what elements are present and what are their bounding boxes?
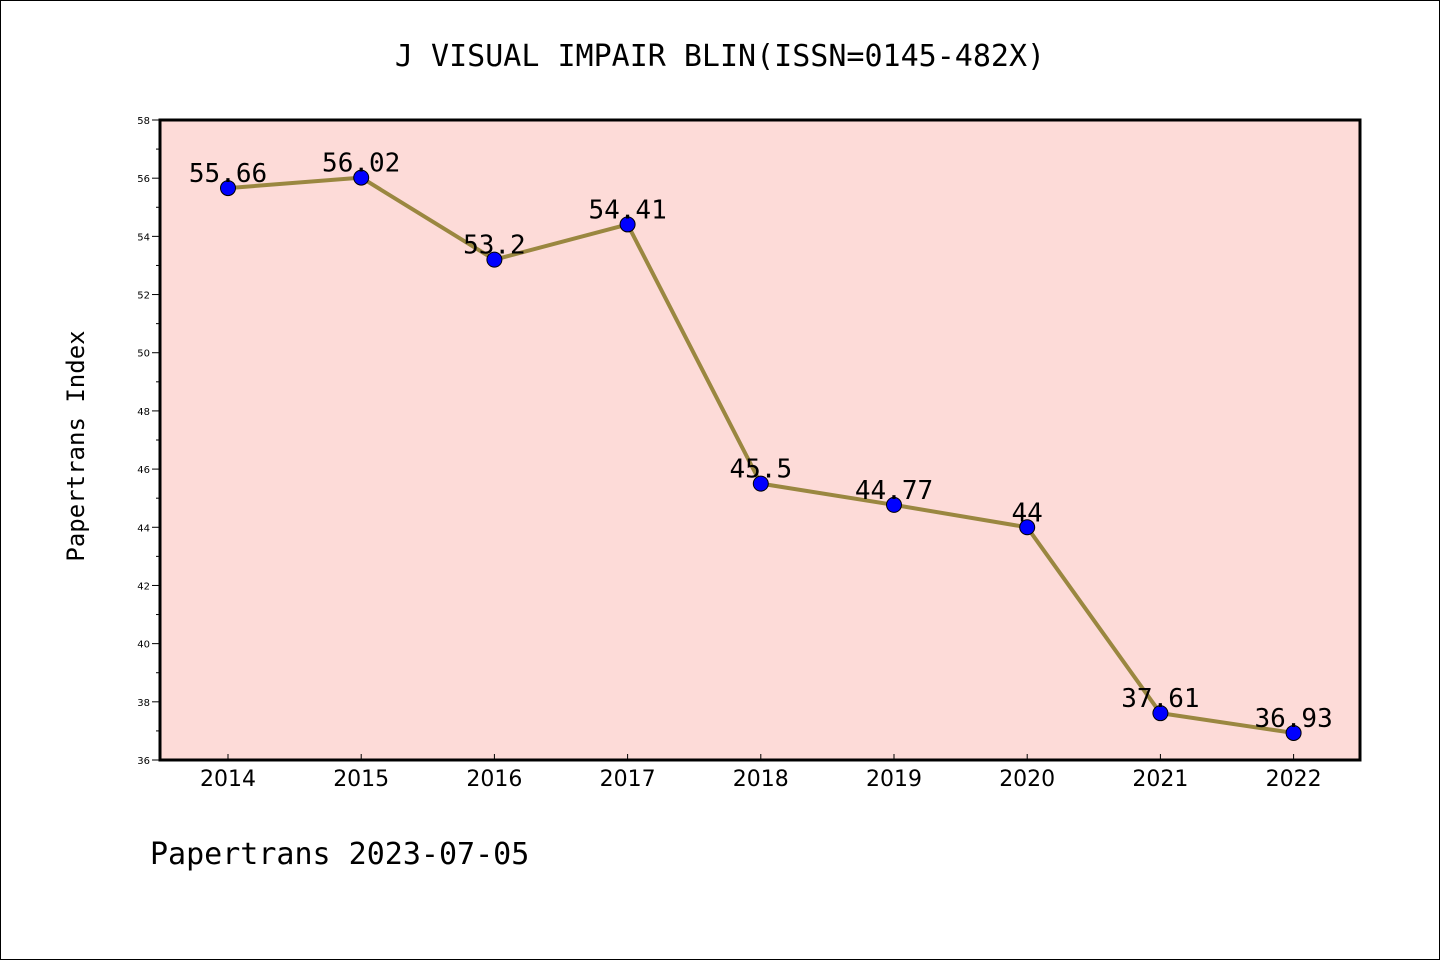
data-label: 55.66 [189, 159, 267, 189]
y-tick-label: 42 [137, 581, 150, 592]
plot-border [158, 118, 1362, 762]
y-tick-label: 44 [137, 523, 150, 534]
y-axis-label: Papertrans Index [62, 330, 90, 561]
data-point [353, 169, 370, 186]
y-tick-label: 36 [137, 756, 150, 767]
y-tick-label: 58 [137, 116, 150, 127]
data-point [1019, 519, 1036, 536]
data-point [1152, 705, 1169, 722]
y-tick-label: 46 [137, 465, 150, 476]
y-tick-label: 54 [137, 232, 150, 243]
data-label: 44 [1012, 498, 1043, 528]
x-tick-label: 2014 [200, 767, 256, 792]
data-label: 45.5 [729, 455, 792, 485]
series: 55.66 56.02 53.2 54.41 45.5 44.77 44 37.61 36.93 [189, 149, 1333, 741]
x-tick-label: 2022 [1266, 767, 1322, 792]
data-point [1285, 724, 1302, 741]
plot-area [160, 120, 1360, 760]
y-tick-label: 50 [137, 349, 150, 360]
data-point [486, 251, 503, 268]
data-label: 53.2 [463, 231, 526, 261]
footer-text: Papertrans 2023-07-05 [150, 837, 529, 872]
data-point [752, 475, 769, 492]
y-tick-label: 52 [137, 291, 150, 302]
x-axis: 2014 2015 2016 2017 2018 2019 2020 2021 2022 [200, 754, 1322, 792]
y-tick-label: 48 [137, 407, 150, 418]
data-label: 44.77 [855, 476, 933, 506]
x-tick-label: 2021 [1132, 767, 1188, 792]
x-tick-label: 2019 [866, 767, 922, 792]
data-label: 37.61 [1121, 684, 1199, 714]
chart-title: J VISUAL IMPAIR BLIN(ISSN=0145-482X) [395, 39, 1045, 74]
x-tick-label: 2016 [466, 767, 522, 792]
x-tick-label: 2018 [733, 767, 789, 792]
data-label: 54.41 [588, 195, 666, 225]
y-tick-label: 56 [137, 174, 150, 185]
y-axis: 36 38 40 42 44 46 48 50 52 54 56 58 [137, 116, 160, 767]
data-point [220, 180, 236, 197]
y-tick-label: 40 [137, 640, 150, 651]
y-tick-label: 38 [137, 698, 150, 709]
x-tick-label: 2020 [999, 767, 1055, 792]
data-label: 56.02 [322, 149, 400, 179]
x-tick-label: 2015 [333, 767, 389, 792]
x-tick-label: 2017 [600, 767, 656, 792]
data-point [619, 216, 636, 233]
data-label: 36.93 [1254, 704, 1332, 734]
data-point [886, 496, 902, 513]
